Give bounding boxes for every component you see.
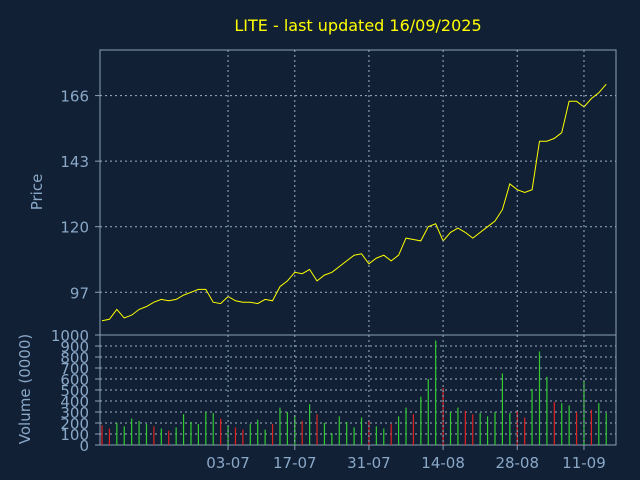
volume-tick-label: 500: [60, 382, 89, 400]
volume-tick-label: 600: [60, 371, 89, 389]
price-y-ticks: 97 120 143 166: [60, 88, 100, 302]
x-tick-label: 31-07: [347, 454, 391, 472]
price-tick-label: 120: [60, 219, 89, 237]
volume-grid: [100, 345, 616, 435]
volume-tick-label: 800: [60, 349, 89, 367]
price-axis-label: Price: [28, 174, 46, 211]
price-tick-label: 166: [60, 88, 89, 106]
price-line: [101, 83, 607, 322]
volume-tick-label: 400: [60, 393, 89, 411]
x-tick-label: 14-08: [421, 454, 465, 472]
x-axis-ticks: 03-07 17-07 31-07 14-08 28-08 11-09: [206, 50, 606, 472]
price-tick-label: 143: [60, 153, 89, 171]
price-plot-frame: [99, 49, 617, 336]
x-tick-label: 17-07: [273, 454, 317, 472]
price-grid: [100, 95, 616, 293]
x-tick-label: 03-07: [206, 454, 250, 472]
price-tick-label: 97: [70, 284, 89, 302]
volume-bars: [101, 340, 607, 445]
volume-axis-label: Volume (0000): [16, 334, 34, 444]
volume-tick-label: 100: [60, 426, 89, 444]
volume-tick-label: 200: [60, 415, 89, 433]
volume-tick-label: 0: [79, 437, 89, 455]
chart-title: LITE - last updated 16/09/2025: [234, 16, 481, 35]
x-tick-label: 28-08: [495, 454, 539, 472]
volume-tick-label: 300: [60, 404, 89, 422]
volume-plot-frame: [99, 334, 617, 446]
volume-tick-label: 900: [60, 338, 89, 356]
x-tick-label: 11-09: [562, 454, 606, 472]
volume-tick-label: 700: [60, 360, 89, 378]
volume-tick-label: 1000: [51, 327, 89, 345]
price-panel: 97 120 143 166 Price: [28, 49, 617, 336]
